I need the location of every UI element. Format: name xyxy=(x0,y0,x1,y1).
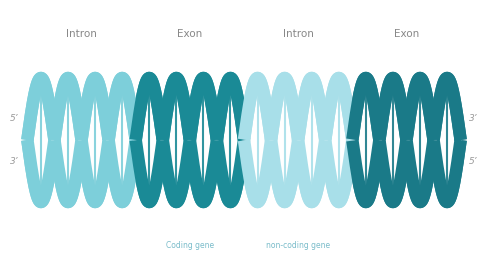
Text: Intron: Intron xyxy=(66,29,97,39)
Text: non-coding gene: non-coding gene xyxy=(266,241,330,250)
Text: Exon: Exon xyxy=(394,29,419,39)
Text: 5’: 5’ xyxy=(469,157,478,166)
Text: Coding gene: Coding gene xyxy=(166,241,214,250)
Text: 3’: 3’ xyxy=(469,114,478,123)
Text: 3’: 3’ xyxy=(10,157,19,166)
Text: Intron: Intron xyxy=(283,29,314,39)
Text: 5’: 5’ xyxy=(10,114,19,123)
Text: Exon: Exon xyxy=(177,29,203,39)
